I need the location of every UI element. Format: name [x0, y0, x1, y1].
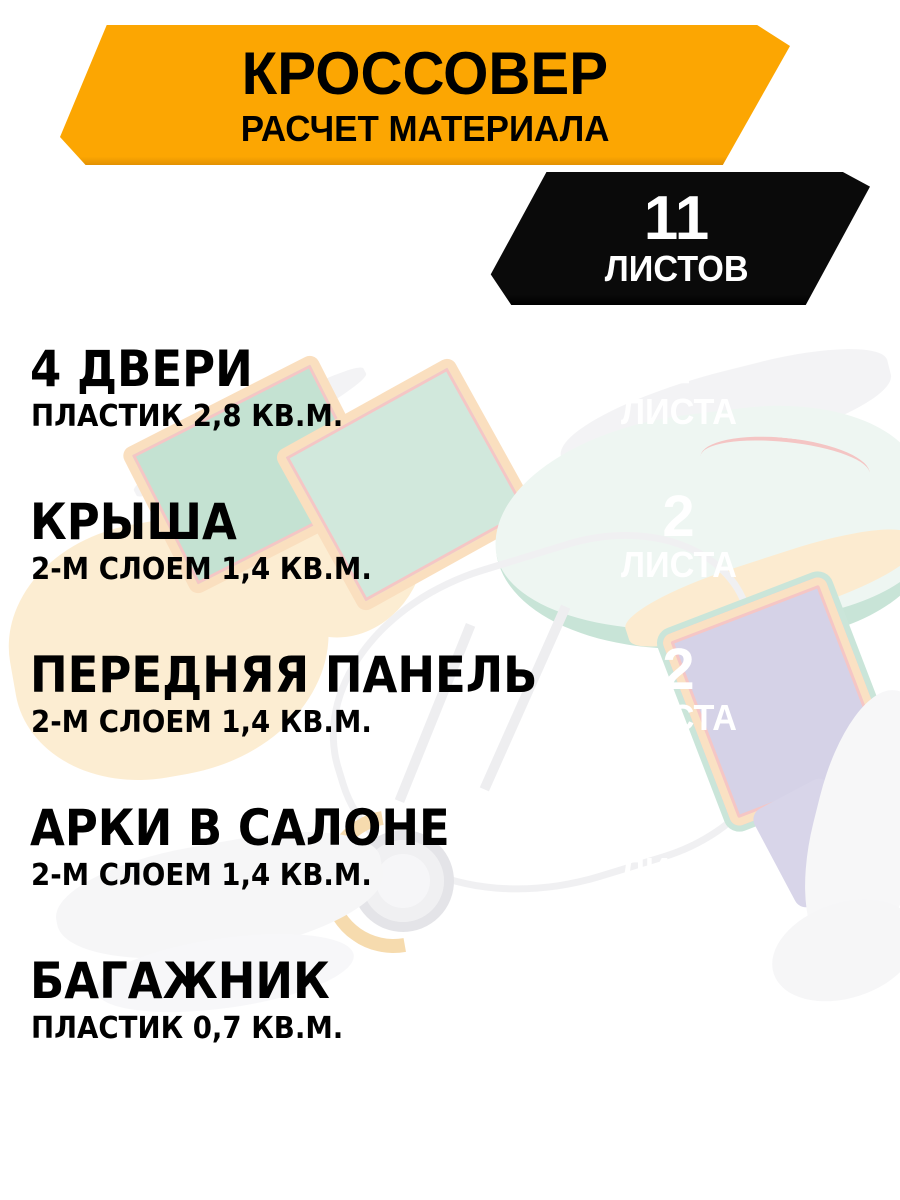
- row-subtitle-roof: 2-М СЛОЕМ 1,4 КВ.М.: [31, 552, 372, 587]
- row-title-doors: 4 ДВЕРИ: [30, 340, 253, 398]
- total-count: 11: [643, 183, 710, 253]
- badge-doors: 4 ЛИСТА: [495, 318, 870, 448]
- badge-roof: 2 ЛИСТА: [495, 471, 870, 601]
- row-subtitle-trunk: ПЛАСТИК 0,7 КВ.М.: [31, 1011, 344, 1046]
- row-title-trunk: БАГАЖНИК: [30, 952, 330, 1010]
- badge-doors-unit: ЛИСТА: [620, 391, 737, 433]
- badge-frontpanel: 2 ЛИСТА: [495, 624, 870, 754]
- row-title-frontpanel: ПЕРЕДНЯЯ ПАНЕЛЬ: [30, 646, 538, 704]
- badge-trunk-unit: ЛИСТ: [631, 1003, 726, 1045]
- badge-roof-unit: ЛИСТА: [620, 544, 737, 586]
- row-subtitle-arches: 2-М СЛОЕМ 1,4 КВ.М.: [31, 858, 372, 893]
- page-subtitle: РАСЧЕТ МАТЕРИАЛА: [240, 107, 610, 149]
- badge-arches-unit: ЛИСТА: [620, 850, 737, 892]
- row-subtitle-doors: ПЛАСТИК 2,8 КВ.М.: [31, 399, 344, 434]
- badge-arches-count: 2: [662, 789, 695, 855]
- badge-trunk: 1 ЛИСТ: [495, 930, 870, 1060]
- badge-doors-count: 4: [662, 330, 695, 396]
- row-title-roof: КРЫША: [30, 493, 237, 551]
- total-badge: 11 ЛИСТОВ: [490, 172, 870, 305]
- page-title: КРОССОВЕР: [241, 39, 609, 107]
- row-subtitle-frontpanel: 2-М СЛОЕМ 1,4 КВ.М.: [31, 705, 372, 740]
- header-banner: КРОССОВЕР РАСЧЕТ МАТЕРИАЛА: [60, 25, 790, 165]
- badge-arches: 2 ЛИСТА: [495, 777, 870, 907]
- total-unit: ЛИСТОВ: [604, 248, 749, 290]
- badge-frontpanel-unit: ЛИСТА: [620, 697, 737, 739]
- badge-frontpanel-count: 2: [662, 636, 695, 702]
- badge-roof-count: 2: [662, 483, 695, 549]
- row-title-arches: АРКИ В САЛОНЕ: [30, 799, 450, 857]
- badge-trunk-count: 1: [662, 942, 695, 1008]
